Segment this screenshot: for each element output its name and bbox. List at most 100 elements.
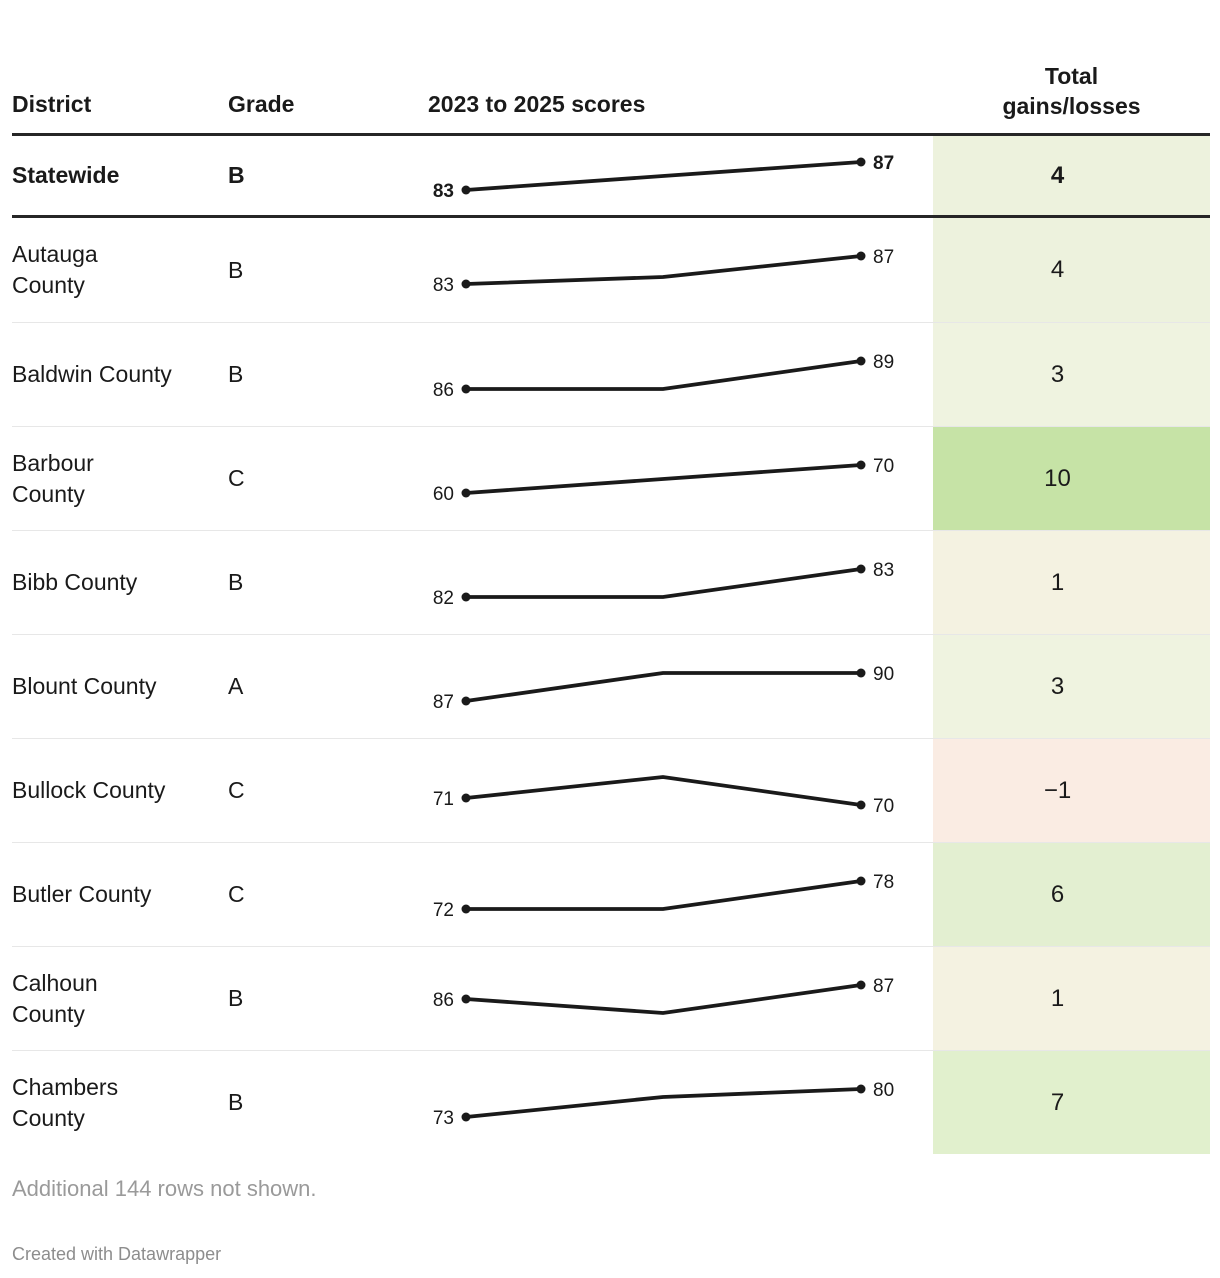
sparkline-line — [464, 566, 863, 599]
sparkline-start-dot — [461, 994, 471, 1003]
sparkline-svg: 83 87 — [433, 153, 894, 202]
district-name: Butler County — [12, 881, 152, 907]
gains-cell: 1 — [933, 947, 1210, 1050]
sparkline-end-dot — [856, 460, 866, 469]
sparkline-line — [464, 670, 863, 703]
sparkline-start-dot — [461, 185, 471, 194]
sparkline-line — [464, 878, 863, 911]
district-cell: Baldwin County — [12, 323, 228, 426]
district-name: Bibb County — [12, 569, 138, 595]
table-header-row: District Grade 2023 to 2025 scores Total… — [12, 0, 1210, 136]
sparkline-end-dot — [856, 251, 866, 261]
scores-sparkline-cell: 71 70 — [428, 739, 933, 842]
sparkline-line — [464, 159, 863, 192]
district-name: Chambers County — [12, 1073, 119, 1131]
sparkline-start-dot — [461, 696, 471, 705]
table-row: Blount County A 87 90 3 — [12, 634, 1210, 738]
scores-sparkline-cell: 82 83 — [428, 531, 933, 634]
gains-cell: 1 — [933, 531, 1210, 634]
grade-cell: C — [228, 881, 245, 907]
sparkline-svg: 87 90 — [433, 664, 894, 713]
score-end-label: 80 — [873, 1080, 894, 1101]
table-row: Baldwin County B 86 89 3 — [12, 322, 1210, 426]
table-body: Statewide B 83 87 4 Autauga County B 83 87 4 Baldw… — [12, 136, 1210, 1154]
sparkline-svg: 73 80 — [433, 1080, 894, 1129]
district-name: Baldwin County — [12, 361, 172, 387]
gains-cell: −1 — [933, 739, 1210, 842]
score-end-label: 89 — [873, 352, 894, 373]
scores-sparkline-cell: 72 78 — [428, 843, 933, 946]
table-row: Barbour County C 60 70 10 — [12, 426, 1210, 530]
table-row: Bullock County C 71 70 −1 — [12, 738, 1210, 842]
district-cell: Autauga County — [12, 218, 228, 322]
sparkline-svg: 82 83 — [433, 560, 894, 609]
sparkline-end-dot — [856, 668, 866, 677]
gains-cell: 3 — [933, 323, 1210, 426]
grade-cell: B — [228, 162, 245, 188]
grade-cell: A — [228, 673, 244, 699]
scores-sparkline-cell: 83 87 — [428, 218, 933, 322]
sparkline-line — [464, 358, 863, 391]
gains-cell: 4 — [933, 136, 1210, 215]
district-cell: Barbour County — [12, 427, 228, 530]
table-row: Chambers County B 73 80 7 — [12, 1050, 1210, 1154]
column-header-gains-line1: Total — [1044, 63, 1099, 89]
gains-cell: 4 — [933, 218, 1210, 322]
table-row: Calhoun County B 86 87 1 — [12, 946, 1210, 1050]
score-end-label: 87 — [873, 247, 894, 268]
sparkline-start-dot — [461, 793, 471, 802]
sparkline-svg: 83 87 — [433, 247, 894, 296]
score-start-label: 71 — [433, 789, 454, 810]
scores-sparkline-cell: 86 87 — [428, 947, 933, 1050]
table-row: Bibb County B 82 83 1 — [12, 530, 1210, 634]
sparkline-end-dot — [856, 157, 866, 166]
district-cell: Statewide — [12, 136, 228, 215]
scores-sparkline-cell: 73 80 — [428, 1051, 933, 1154]
sparkline-start-dot — [461, 384, 471, 393]
column-header-scores: 2023 to 2025 scores — [428, 91, 646, 117]
grade-cell: B — [228, 1089, 244, 1115]
district-cell: Chambers County — [12, 1051, 228, 1154]
datawrapper-credit: Created with Datawrapper — [12, 1244, 222, 1264]
sparkline-end-dot — [856, 876, 866, 885]
gains-cell: 3 — [933, 635, 1210, 738]
score-start-label: 86 — [433, 990, 454, 1011]
score-end-label: 87 — [873, 976, 894, 997]
district-name: Barbour County — [12, 449, 94, 507]
sparkline-end-dot — [856, 800, 866, 809]
column-header-gains-line2: gains/losses — [1002, 93, 1141, 119]
grade-cell: B — [228, 569, 244, 595]
score-start-label: 86 — [433, 380, 454, 401]
score-start-label: 72 — [433, 900, 454, 921]
sparkline-start-dot — [461, 592, 471, 601]
column-header-grade: Grade — [228, 91, 295, 117]
district-cell: Calhoun County — [12, 947, 228, 1050]
score-end-label: 70 — [873, 796, 894, 817]
district-name: Blount County — [12, 673, 157, 699]
column-header-gains: Total gains/losses — [933, 61, 1210, 133]
gains-cell: 7 — [933, 1051, 1210, 1154]
gains-cell: 6 — [933, 843, 1210, 946]
sparkline-svg: 86 89 — [433, 352, 894, 401]
district-name: Autauga County — [12, 241, 98, 298]
grade-cell: B — [228, 256, 244, 283]
table-row: Statewide B 83 87 4 — [12, 136, 1210, 218]
sparkline-start-dot — [461, 488, 471, 497]
scores-sparkline-cell: 83 87 — [428, 136, 933, 215]
score-end-label: 70 — [873, 456, 894, 477]
grade-cell: B — [228, 985, 244, 1011]
grade-cell: C — [228, 465, 245, 491]
district-cell: Butler County — [12, 843, 228, 946]
sparkline-svg: 71 70 — [433, 774, 894, 817]
score-start-label: 82 — [433, 588, 454, 609]
score-start-label: 87 — [433, 692, 454, 713]
score-start-label: 83 — [433, 275, 454, 296]
table-row: Butler County C 72 78 6 — [12, 842, 1210, 946]
sparkline-svg: 86 87 — [433, 976, 894, 1015]
column-header-district: District — [12, 91, 92, 117]
sparkline-line — [464, 254, 863, 286]
district-name: Statewide — [12, 162, 120, 188]
district-cell: Bibb County — [12, 531, 228, 634]
district-cell: Bullock County — [12, 739, 228, 842]
